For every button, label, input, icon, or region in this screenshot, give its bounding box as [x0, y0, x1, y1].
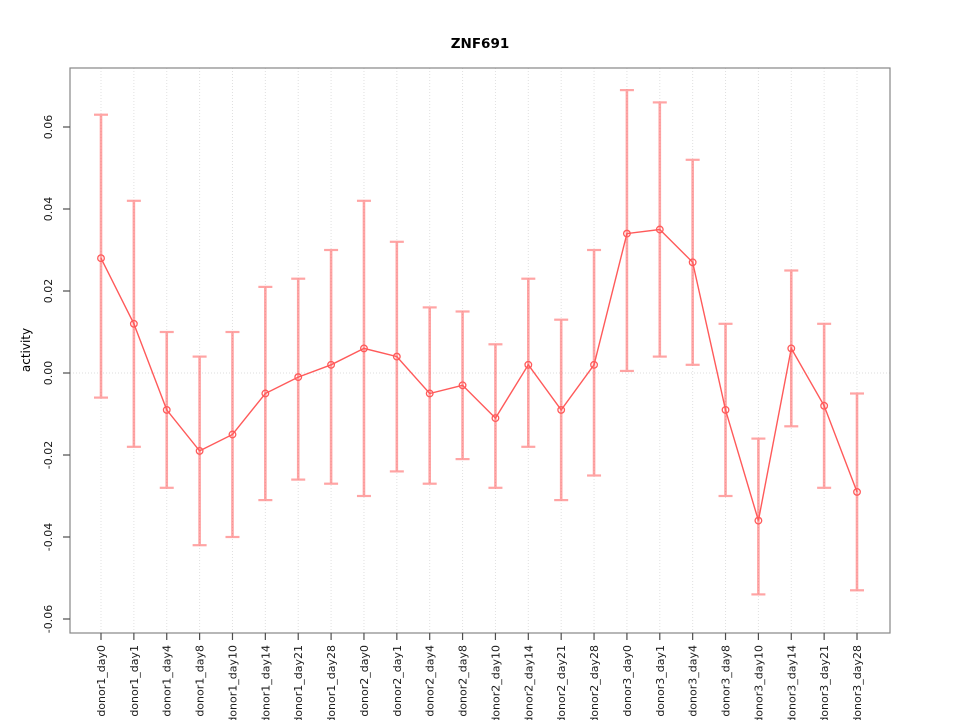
data-point [787, 344, 796, 353]
x-tick-label: donor1_day0 [95, 645, 108, 717]
data-point [360, 344, 368, 353]
x-tick-label: donor2_day14 [522, 645, 535, 720]
x-tick-label: donor1_day14 [259, 645, 272, 720]
data-point [162, 405, 171, 414]
x-tick-label: donor1_day1 [128, 645, 141, 717]
x-tick-label: donor1_day10 [226, 645, 239, 720]
data-point [688, 258, 697, 267]
x-axis: donor1_day0 donor1_day1 donor1_day4 donor1_… [95, 633, 864, 720]
y-tick-label: -0.02 [42, 441, 55, 469]
data-point [294, 373, 303, 382]
x-tick-label: donor3_day1 [654, 645, 667, 717]
x-tick-label: donor1_day28 [325, 645, 338, 720]
data-point [622, 229, 631, 238]
x-tick-label: donor2_day1 [391, 645, 404, 717]
x-tick-label: donor3_day21 [818, 645, 831, 720]
x-tick-label: donor1_day8 [194, 645, 207, 717]
data-point [590, 360, 598, 369]
x-tick-label: donor2_day21 [555, 645, 568, 720]
x-tick-label: donor2_day4 [424, 645, 437, 717]
data-points [97, 225, 861, 525]
data-point [754, 516, 763, 525]
x-tick-label: donor3_day10 [752, 645, 765, 720]
chart-title: ZNF691 [450, 36, 510, 52]
x-tick-label: donor2_day8 [457, 645, 470, 717]
x-tick-label: donor2_day10 [489, 645, 502, 720]
data-point [491, 414, 500, 423]
data-point [392, 352, 401, 361]
x-tick-label: donor3_day0 [621, 645, 634, 717]
data-point [425, 389, 434, 398]
data-point [820, 401, 829, 410]
y-tick-label: -0.04 [42, 523, 55, 551]
data-point [853, 487, 861, 496]
data-point [261, 389, 270, 398]
x-tick-label: donor3_day8 [720, 645, 733, 717]
y-axis: -0.06 -0.04 -0.02 0.00 0.02 0.04 0.06 [42, 115, 70, 633]
error-bars [94, 88, 865, 596]
y-tick-label: 0.02 [42, 279, 55, 304]
data-point [228, 430, 237, 439]
data-point [458, 381, 467, 390]
x-tick-label: donor3_day28 [851, 645, 864, 720]
y-tick-label: 0.00 [42, 361, 55, 386]
data-point [327, 360, 336, 369]
data-point [655, 225, 664, 234]
x-tick-label: donor3_day4 [687, 645, 700, 717]
data-point [97, 254, 105, 263]
x-tick-label: donor1_day21 [292, 645, 305, 720]
x-tick-label: donor1_day4 [161, 645, 174, 717]
y-tick-label: 0.06 [42, 115, 55, 140]
data-point [129, 319, 138, 328]
y-tick-label: -0.06 [42, 605, 55, 633]
y-axis-label: activity [19, 327, 33, 373]
plot-frame [69, 67, 891, 634]
data-point [557, 405, 566, 414]
data-point [721, 405, 730, 414]
data-point [524, 360, 533, 369]
x-tick-label: donor3_day14 [785, 645, 798, 720]
y-tick-label: 0.04 [42, 197, 55, 222]
data-point [195, 446, 204, 455]
gridlines [70, 68, 890, 633]
series-line [100, 228, 858, 521]
x-tick-label: donor2_day0 [358, 645, 371, 717]
x-tick-label: donor2_day28 [588, 645, 601, 720]
